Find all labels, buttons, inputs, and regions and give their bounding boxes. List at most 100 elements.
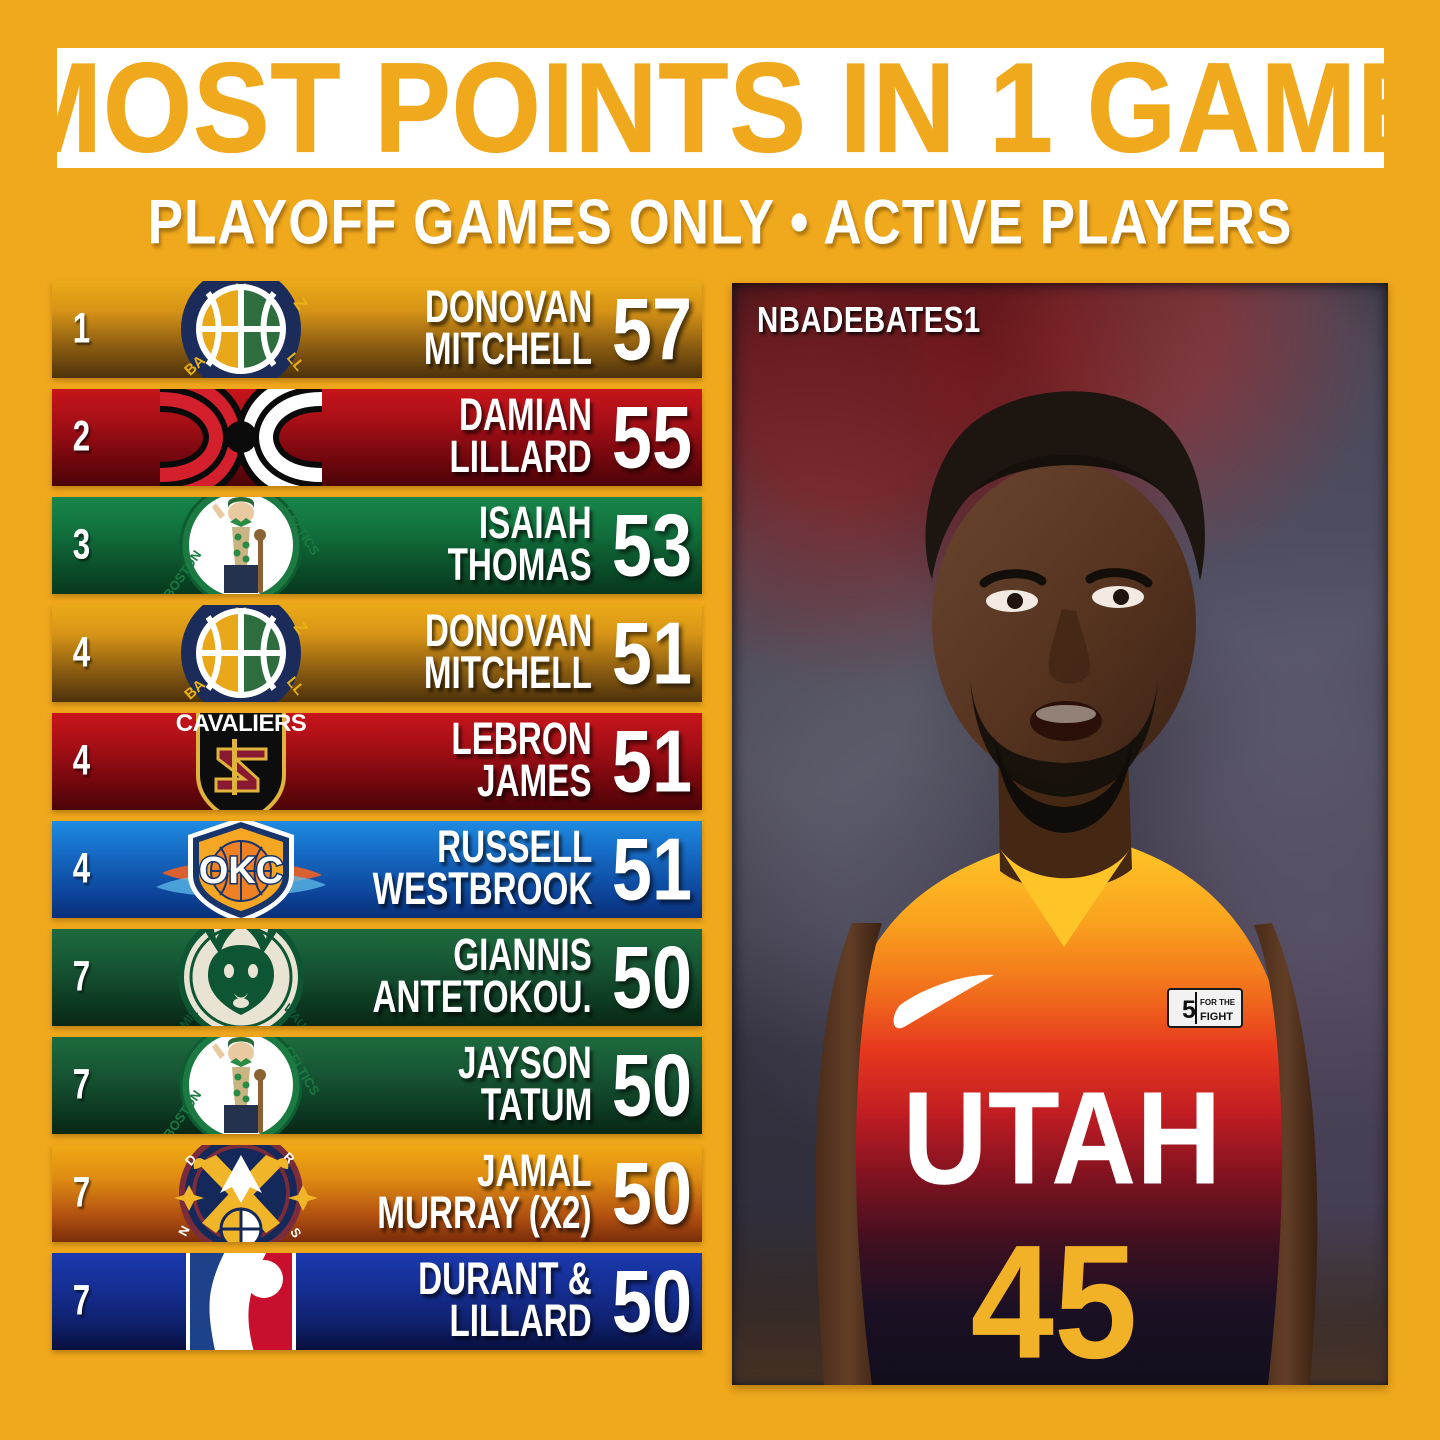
points-value: 57 (611, 281, 692, 378)
jazz-logo: U Z BA LL (146, 281, 336, 378)
jersey-collar (1000, 849, 1130, 947)
rank-number: 4 (72, 845, 90, 893)
jersey-number-text: 45 (971, 1212, 1138, 1385)
player-hair-top (925, 391, 1205, 581)
rank-number: 3 (72, 521, 90, 569)
cavs-logo: CAVALIERS (146, 713, 336, 810)
player-name-line2: WESTBROOK (372, 863, 592, 915)
nike-swoosh-icon (893, 974, 994, 1029)
ranking-row[interactable]: 3 BOSTON CELTICS ISAIAH THO (52, 497, 702, 594)
celtics-logo: BOSTON CELTICS (146, 497, 336, 594)
player-name: LEBRON JAMES (444, 713, 592, 810)
ranking-row[interactable]: 7 MIL WAU GIANNIS ANTETOKOU. 50 (52, 929, 702, 1026)
player-name-line1: DONOVAN (424, 605, 592, 657)
player-name: ISAIAH THOMAS (440, 497, 592, 594)
ranking-row[interactable]: 7 DURANT & LILLARD 50 (52, 1253, 702, 1350)
player-name-line2: LILLARD (449, 1295, 592, 1347)
points-value: 50 (611, 1253, 692, 1350)
player-name-line1: ISAIAH (479, 497, 592, 549)
svg-text:OKC: OKC (199, 850, 283, 892)
ranking-row[interactable]: 4 OKC RUSSELL WESTBROOK 51 (52, 821, 702, 918)
points-value: 51 (611, 821, 692, 918)
player-name: RUSSELL WESTBROOK (361, 821, 592, 918)
rank-number: 4 (72, 629, 90, 677)
player-name-line2: THOMAS (447, 539, 592, 591)
okc-logo: OKC (146, 821, 336, 918)
nba-logo (146, 1253, 336, 1350)
points-value: 53 (611, 497, 692, 594)
jersey-team-text: UTAH (903, 1064, 1222, 1212)
player-name: JAMAL MURRAY (X2) (366, 1145, 592, 1242)
player-name-line2: MURRAY (X2) (377, 1187, 592, 1239)
bucks-logo: MIL WAU (146, 929, 336, 1026)
player-name: DONOVAN MITCHELL (415, 605, 592, 702)
jersey-patch: 5 FOR THE FIGHT (1167, 988, 1243, 1028)
right-eyebrow (1085, 568, 1153, 588)
player-name-line1: GIANNIS (453, 929, 592, 981)
player-name-line1: DONOVAN (424, 281, 592, 333)
player-name-line2: ANTETOKOU. (372, 971, 592, 1023)
player-name-line2: LILLARD (449, 431, 592, 483)
left-arm (815, 923, 882, 1385)
player-name-line2: MITCHELL (423, 647, 592, 699)
teeth (1036, 705, 1096, 723)
player-chin-beard (994, 735, 1134, 833)
svg-text:FIGHT: FIGHT (1200, 1011, 1233, 1023)
rank-number: 4 (72, 737, 90, 785)
left-pupil (1007, 593, 1023, 609)
points-value: 50 (611, 929, 692, 1026)
points-value: 50 (611, 1145, 692, 1242)
rank-number: 7 (72, 1277, 90, 1325)
player-name: DURANT & LILLARD (409, 1253, 592, 1350)
nuggets-logo: D R N S (146, 1145, 336, 1242)
left-eyebrow (979, 569, 1047, 588)
nose (1048, 609, 1090, 684)
ranking-list: 1 U Z BA LL DONOVAN MITCHELL 57 2 (52, 281, 702, 1350)
player-name-line1: JAMAL (477, 1145, 592, 1197)
player-name: DONOVAN MITCHELL (415, 281, 592, 378)
watermark-text: NBADEBATES1 (757, 301, 981, 341)
jersey (823, 843, 1299, 1385)
jazz-logo: U Z BA LL (146, 605, 336, 702)
ranking-row[interactable]: 7 BOSTON CELTICS JAYSON TAT (52, 1037, 702, 1134)
svg-text:FOR THE: FOR THE (1200, 998, 1236, 1007)
player-name-line1: RUSSELL (436, 821, 592, 873)
player-beard (970, 679, 1158, 797)
page-title: MOST POINTS IN 1 GAME (57, 48, 1384, 168)
points-value: 51 (611, 605, 692, 702)
rank-number: 7 (72, 1061, 90, 1109)
points-value: 55 (611, 389, 692, 486)
rank-number: 7 (72, 1169, 90, 1217)
svg-text:CAVALIERS: CAVALIERS (176, 713, 307, 737)
ranking-row[interactable]: 1 U Z BA LL DONOVAN MITCHELL 57 (52, 281, 702, 378)
blazers-logo (146, 389, 336, 486)
page-subtitle: PLAYOFF GAMES ONLY • ACTIVE PLAYERS (147, 187, 1293, 259)
rank-number: 1 (72, 305, 90, 353)
points-value: 50 (611, 1037, 692, 1134)
player-name-line1: JAYSON (458, 1037, 592, 1089)
right-arm (1254, 923, 1318, 1385)
player-name: DAMIAN LILLARD (442, 389, 592, 486)
player-name-line2: JAMES (477, 755, 592, 807)
right-pupil (1113, 589, 1129, 605)
rank-number: 2 (72, 413, 90, 461)
player-photo-panel: 5 FOR THE FIGHT UTAH 45 NBADEBATES1 (732, 283, 1388, 1385)
ranking-row[interactable]: 2 DAMIAN LILLARD 55 (52, 389, 702, 486)
svg-text:5: 5 (1182, 996, 1196, 1024)
player-name-line1: DAMIAN (459, 389, 592, 441)
player-name: JAYSON TATUM (451, 1037, 592, 1134)
ranking-row[interactable]: 4 U Z BA LL DONOVAN MITCHELL 51 (52, 605, 702, 702)
player-name: GIANNIS ANTETOKOU. (361, 929, 592, 1026)
rank-number: 7 (72, 953, 90, 1001)
player-name-line1: LEBRON (451, 713, 592, 765)
player-illustration: 5 FOR THE FIGHT UTAH 45 (815, 391, 1318, 1385)
player-name-line1: DURANT & (418, 1253, 592, 1305)
ranking-row[interactable]: 7 D R N S JAMAL MURR (52, 1145, 702, 1242)
celtics-logo: BOSTON CELTICS (146, 1037, 336, 1134)
player-name-line2: TATUM (480, 1079, 592, 1131)
ranking-row[interactable]: 4 CAVALIERS LEBRON JAMES 51 (52, 713, 702, 810)
player-name-line2: MITCHELL (423, 323, 592, 375)
points-value: 51 (611, 713, 692, 810)
title-banner: MOST POINTS IN 1 GAME (57, 48, 1384, 168)
